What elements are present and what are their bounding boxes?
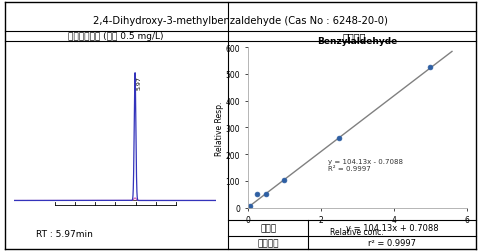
Point [335, 137, 342, 141]
Point [262, 192, 269, 196]
Text: y = 104.13x - 0.7088
R² = 0.9997: y = 104.13x - 0.7088 R² = 0.9997 [327, 159, 402, 172]
Point [245, 205, 253, 209]
Title: Benzylaldehyde: Benzylaldehyde [316, 37, 396, 46]
Text: 2,4-Dihydroxy-3-methylbenzaldehyde (Cas No : 6248-20-0): 2,4-Dihydroxy-3-methylbenzaldehyde (Cas … [93, 16, 387, 26]
X-axis label: Relative conc.: Relative conc. [330, 227, 383, 236]
Point [425, 66, 433, 70]
Text: r² = 0.9997: r² = 0.9997 [367, 238, 415, 247]
Text: 검정공선: 검정공선 [342, 32, 365, 42]
Text: 상관계수: 상관계수 [257, 238, 278, 247]
Y-axis label: Relative Resp.: Relative Resp. [215, 101, 224, 155]
Text: 회귀식: 회귀식 [260, 224, 276, 233]
Text: 크로마토그램 (농도 0.5 mg/L): 크로마토그램 (농도 0.5 mg/L) [68, 32, 163, 41]
Point [252, 192, 260, 196]
Text: 5.97: 5.97 [136, 75, 141, 89]
Text: y = 104.13x + 0.7088: y = 104.13x + 0.7088 [345, 224, 437, 233]
Point [280, 179, 288, 183]
Text: RT : 5.97min: RT : 5.97min [36, 229, 93, 238]
